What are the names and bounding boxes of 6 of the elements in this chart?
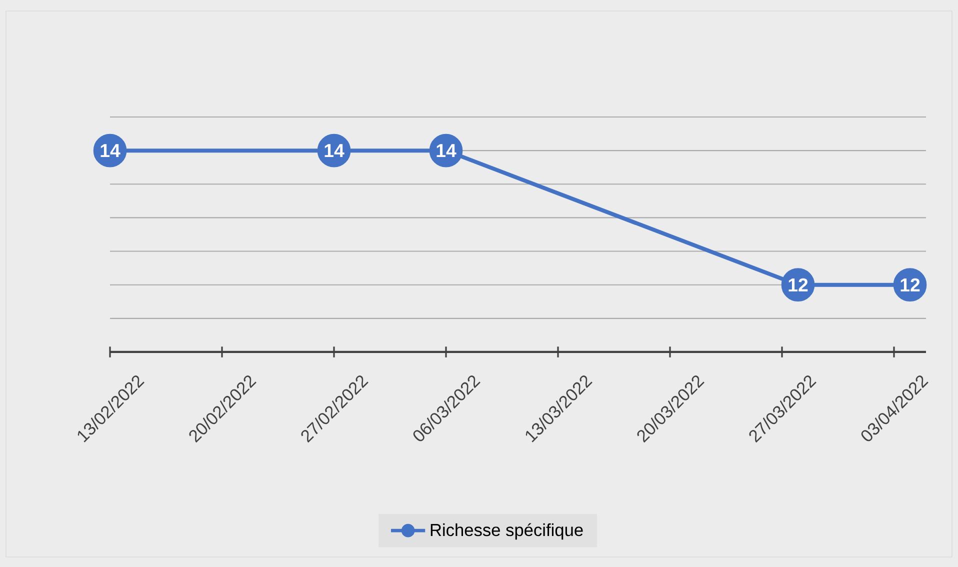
data-label: 14	[436, 144, 456, 157]
data-label: 12	[788, 278, 808, 292]
legend-label: Richesse spécifique	[430, 523, 583, 540]
data-label: 14	[324, 144, 344, 157]
data-label: 12	[900, 278, 920, 292]
data-label: 14	[100, 144, 120, 157]
